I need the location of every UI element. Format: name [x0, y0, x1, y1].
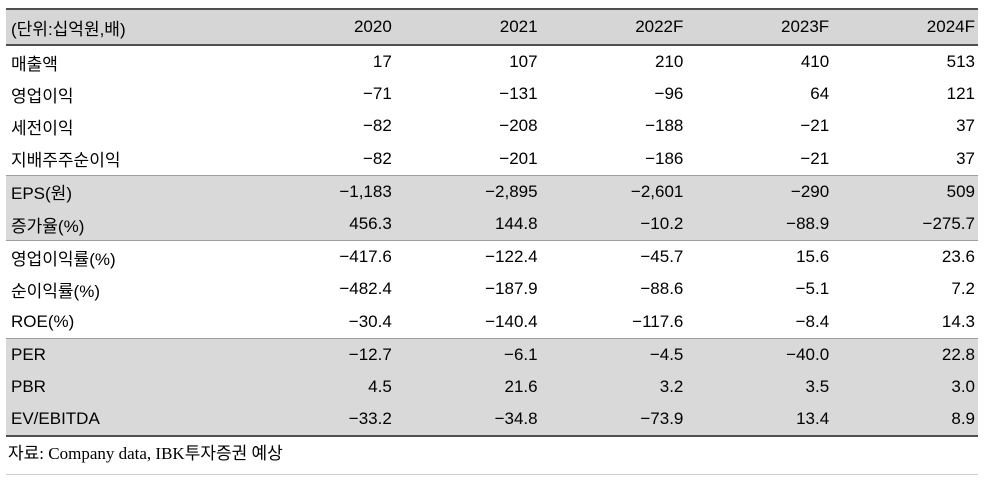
cell-value: −34.8 — [394, 403, 541, 437]
row-label: EV/EBITDA — [6, 403, 249, 437]
row-label: 영업이익률(%) — [11, 249, 116, 269]
row-label: PBR — [6, 370, 249, 404]
row-label: 세전이익 — [11, 118, 74, 138]
financial-estimates-table: (단위:십억원,배) 2020 2021 2022F 2023F 2024F 매출액 17… — [6, 8, 978, 438]
cell-value: −6.1 — [394, 337, 541, 371]
cell-value: −131 — [499, 84, 538, 104]
cell-value: −482.4 — [339, 279, 392, 299]
unit-label: (단위:십억원,배) — [6, 9, 249, 46]
table-row: PER −12.7 −6.1 −4.5 −40.0 22.8 — [6, 337, 978, 371]
cell-value: 13.4 — [686, 403, 833, 437]
cell-value: −201 — [499, 148, 538, 168]
cell-value: −33.2 — [249, 403, 395, 437]
cell-value: 456.3 — [249, 207, 395, 242]
row-label: ROE(%) — [11, 311, 75, 331]
cell-value: −290 — [686, 174, 833, 208]
cell-value: −82 — [362, 148, 392, 168]
cell-value: −82 — [362, 116, 392, 136]
cell-value: 7.2 — [951, 279, 975, 299]
table-row: 세전이익 −82 −208 −188 −21 37 — [6, 110, 978, 142]
cell-value: −71 — [362, 84, 392, 104]
cell-value: −88.6 — [640, 279, 684, 299]
cell-value: 410 — [800, 52, 830, 72]
row-label: EPS(원) — [6, 174, 249, 208]
cell-value: 3.0 — [832, 370, 978, 404]
table-row: 매출액 17 107 210 410 513 — [6, 45, 978, 78]
cell-value: −186 — [645, 148, 684, 168]
column-header: 2022F — [540, 9, 687, 46]
cell-value: −140.4 — [485, 311, 538, 331]
cell-value: −30.4 — [348, 311, 392, 331]
cell-value: −188 — [645, 116, 684, 136]
cell-value: −417.6 — [339, 247, 392, 267]
cell-value: 509 — [832, 174, 978, 208]
table-row: ROE(%) −30.4 −140.4 −117.6 −8.4 14.3 — [6, 306, 978, 339]
cell-value: −5.1 — [795, 279, 830, 299]
table-row: 영업이익 −71 −131 −96 64 121 — [6, 78, 978, 110]
footer-divider — [6, 474, 978, 476]
cell-value: 17 — [372, 52, 392, 72]
cell-value: 3.2 — [540, 370, 687, 404]
row-label: PER — [6, 337, 249, 371]
cell-value: −88.9 — [686, 207, 833, 242]
cell-value: 14.3 — [941, 311, 975, 331]
cell-value: −21 — [800, 148, 830, 168]
column-header: 2023F — [686, 9, 833, 46]
cell-value: −2,895 — [394, 174, 541, 208]
column-header: 2021 — [394, 9, 541, 46]
cell-value: −96 — [654, 84, 684, 104]
cell-value: 37 — [956, 148, 975, 168]
table-row: 영업이익률(%) −417.6 −122.4 −45.7 15.6 23.6 — [6, 241, 978, 274]
table-row: EV/EBITDA −33.2 −34.8 −73.9 13.4 8.9 — [6, 403, 978, 437]
cell-value: −117.6 — [632, 311, 684, 331]
table-row: 지배주주순이익 −82 −201 −186 −21 37 — [6, 143, 978, 176]
row-label: 증가율(%) — [6, 207, 249, 242]
cell-value: 513 — [946, 52, 975, 72]
cell-value: 210 — [655, 52, 684, 72]
cell-value: −275.7 — [832, 207, 978, 242]
cell-value: −73.9 — [540, 403, 687, 437]
cell-value: 107 — [509, 52, 538, 72]
cell-value: −2,601 — [540, 174, 687, 208]
source-note: 자료: Company data, IBK투자증권 예상 — [8, 444, 283, 464]
cell-value: −122.4 — [485, 247, 538, 267]
cell-value: 21.6 — [394, 370, 541, 404]
row-label: 영업이익 — [11, 86, 74, 106]
cell-value: −1,183 — [249, 174, 395, 208]
cell-value: 23.6 — [941, 247, 975, 267]
cell-value: 121 — [946, 84, 975, 104]
table-row: 증가율(%) 456.3 144.8 −10.2 −88.9 −275.7 — [6, 207, 978, 242]
cell-value: −10.2 — [540, 207, 687, 242]
cell-value: −21 — [800, 116, 830, 136]
cell-value: −187.9 — [485, 279, 538, 299]
cell-value: 64 — [810, 84, 830, 104]
table-row: EPS(원) −1,183 −2,895 −2,601 −290 509 — [6, 174, 978, 208]
row-label: 매출액 — [11, 54, 58, 74]
cell-value: 4.5 — [249, 370, 395, 404]
column-header: 2020 — [249, 9, 395, 46]
cell-value: 144.8 — [394, 207, 541, 242]
cell-value: −40.0 — [686, 337, 833, 371]
table-header-row: (단위:십억원,배) 2020 2021 2022F 2023F 2024F — [6, 9, 978, 46]
table-row: 순이익률(%) −482.4 −187.9 −88.6 −5.1 7.2 — [6, 273, 978, 305]
row-label: 순이익률(%) — [11, 281, 100, 301]
cell-value: 15.6 — [796, 247, 830, 267]
cell-value: 22.8 — [832, 337, 978, 371]
cell-value: −12.7 — [249, 337, 395, 371]
row-label: 지배주주순이익 — [11, 151, 121, 171]
table-row: PBR 4.5 21.6 3.2 3.5 3.0 — [6, 370, 978, 404]
cell-value: 3.5 — [686, 370, 833, 404]
cell-value: −8.4 — [795, 311, 830, 331]
cell-value: 8.9 — [832, 403, 978, 437]
cell-value: −4.5 — [540, 337, 687, 371]
cell-value: −45.7 — [640, 247, 684, 267]
column-header: 2024F — [832, 9, 978, 46]
cell-value: −208 — [499, 116, 538, 136]
cell-value: 37 — [956, 116, 975, 136]
